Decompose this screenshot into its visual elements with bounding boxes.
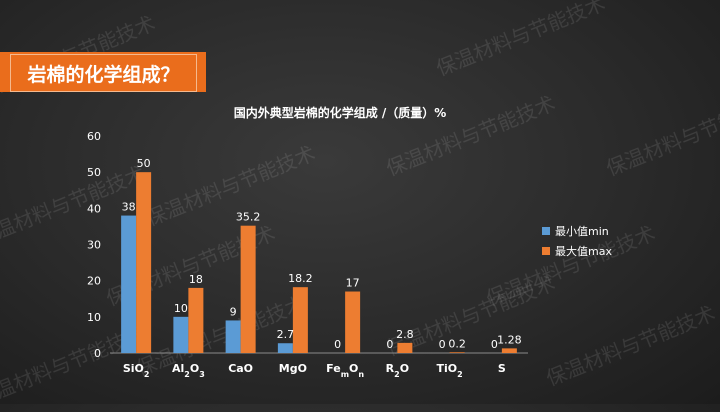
legend-label: 最大值max [555, 244, 612, 258]
bar [121, 215, 137, 353]
y-tick-label: 20 [87, 275, 101, 288]
bar [345, 291, 361, 353]
data-label: 2.7 [277, 328, 295, 341]
bar [501, 348, 517, 353]
data-label: 2.8 [396, 328, 414, 341]
data-label: 0 [491, 338, 498, 351]
bar [292, 287, 308, 353]
x-tick-label: S [498, 362, 506, 375]
x-tick-label: FemOn [326, 362, 364, 379]
legend-label: 最小值min [555, 225, 609, 238]
x-tick-label: CaO [228, 362, 253, 375]
data-label: 38 [122, 201, 136, 214]
y-tick-label: 40 [87, 202, 101, 215]
legend: 最小值min 最大值max [542, 225, 612, 258]
slide-title-bar [0, 52, 206, 92]
data-label: 18 [189, 273, 203, 286]
data-label: 9 [230, 305, 237, 318]
data-label: 0 [439, 338, 446, 351]
slide-title: 岩棉的化学组成？ [10, 54, 197, 92]
data-label: 10 [174, 302, 188, 315]
bar [173, 316, 189, 353]
data-labels: 38 10 9 2.7 0 0 0 0 50 18 35.2 18.2 17 2.8 0.2 1.28 [122, 157, 522, 351]
x-axis-labels: SiO2 Al2O3 CaO MgO FemOn R2O TiO2 S [123, 362, 506, 379]
bar [240, 225, 256, 353]
chart-title: 国内外典型岩棉的化学组成 /（质量）% [234, 105, 447, 120]
data-label: 17 [346, 277, 360, 290]
bars [121, 172, 517, 353]
bar [136, 172, 152, 353]
data-label: 35.2 [236, 211, 261, 224]
data-label: 18.2 [288, 272, 313, 285]
data-label: 50 [137, 157, 151, 170]
y-tick-label: 50 [87, 166, 101, 179]
data-label: 0.2 [448, 337, 466, 350]
legend-swatch [542, 227, 550, 235]
x-tick-label: Al2O3 [172, 362, 205, 379]
bar [277, 343, 293, 353]
data-label: 0 [386, 338, 393, 351]
x-tick-label: TiO2 [437, 362, 463, 379]
bar [188, 287, 204, 353]
data-label: 0 [334, 338, 341, 351]
y-axis: 0 10 20 30 40 50 60 [87, 130, 101, 360]
bar [225, 320, 241, 353]
data-label: 1.28 [497, 333, 522, 346]
bar [397, 342, 413, 353]
y-tick-label: 10 [87, 311, 101, 324]
x-tick-label: SiO2 [123, 362, 150, 379]
y-tick-label: 30 [87, 239, 101, 252]
y-tick-label: 0 [94, 347, 101, 360]
x-tick-label: R2O [386, 362, 409, 379]
bar [449, 352, 465, 353]
x-tick-label: MgO [279, 362, 307, 375]
y-tick-label: 60 [87, 130, 101, 143]
legend-swatch [542, 247, 550, 255]
